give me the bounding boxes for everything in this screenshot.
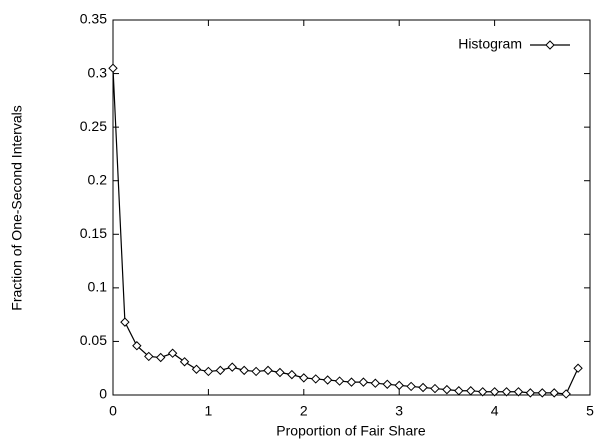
- data-point: [334, 376, 345, 386]
- y-tick-label: 0: [99, 386, 107, 402]
- data-point: [466, 386, 476, 396]
- data-point: [132, 341, 142, 351]
- data-point: [179, 357, 190, 367]
- data-point: [477, 387, 488, 397]
- data-point: [299, 373, 309, 383]
- y-tick-label: 0.15: [80, 225, 107, 241]
- y-axis-label: Fraction of One-Second Intervals: [9, 105, 25, 310]
- data-point: [442, 384, 452, 395]
- data-point: [155, 352, 166, 363]
- data-point: [251, 366, 261, 377]
- data-point: [108, 63, 118, 73]
- x-tick-label: 5: [586, 403, 594, 419]
- data-point: [191, 364, 202, 374]
- data-point: [358, 377, 369, 387]
- x-tick-label: 4: [491, 403, 499, 419]
- data-point: [418, 382, 428, 393]
- x-tick-label: 1: [205, 403, 213, 419]
- data-point: [215, 365, 226, 376]
- data-point: [167, 348, 178, 358]
- data-point: [346, 377, 357, 387]
- y-tick-label: 0.35: [80, 11, 107, 27]
- y-tick-label: 0.1: [88, 279, 108, 295]
- plot-frame: [112, 19, 591, 396]
- data-point: [120, 317, 130, 327]
- data-point: [239, 365, 249, 376]
- x-tick-label: 3: [395, 403, 403, 419]
- y-tick-label: 0.2: [88, 171, 108, 187]
- data-point: [430, 383, 440, 394]
- data-point: [382, 379, 392, 389]
- y-tick-label: 0.3: [88, 64, 108, 80]
- data-point: [203, 366, 214, 377]
- legend-label: Histogram: [458, 36, 522, 52]
- data-point: [501, 387, 512, 397]
- x-tick-label: 2: [300, 403, 308, 419]
- data-point: [573, 363, 583, 373]
- x-axis-label: Proportion of Fair Share: [276, 423, 426, 439]
- data-point: [322, 375, 333, 385]
- y-tick-label: 0.05: [80, 332, 107, 348]
- data-point: [489, 387, 500, 397]
- data-point: [525, 388, 536, 398]
- data-point: [454, 386, 464, 396]
- data-point: [144, 351, 154, 362]
- x-tick-label: 0: [109, 403, 117, 419]
- data-point: [263, 365, 273, 376]
- legend-marker: [545, 40, 555, 50]
- data-point: [287, 369, 297, 380]
- y-tick-label: 0.25: [80, 118, 107, 134]
- data-point: [311, 374, 321, 384]
- data-point: [394, 380, 404, 391]
- data-point: [406, 381, 416, 392]
- data-point: [227, 362, 237, 372]
- data-point: [275, 367, 285, 378]
- data-point: [537, 388, 548, 398]
- data-point: [549, 388, 559, 398]
- data-line: [112, 68, 579, 395]
- data-point: [513, 387, 524, 397]
- data-point: [370, 378, 381, 388]
- data-point: [561, 389, 571, 399]
